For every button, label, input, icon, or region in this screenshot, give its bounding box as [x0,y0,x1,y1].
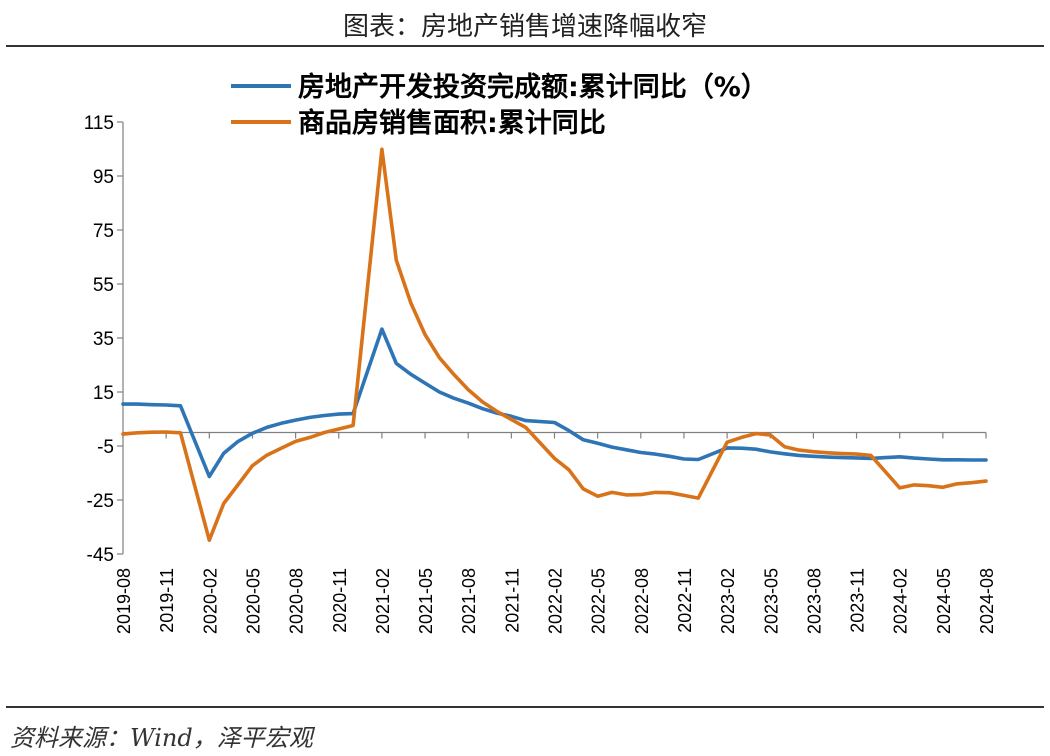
y-tick-label: 15 [93,383,114,404]
chart-title: 图表：房地产销售增速降幅收窄 [342,12,707,42]
x-tick-label: 2024-02 [891,568,911,634]
x-tick-label: 2021-02 [373,568,393,634]
x-tick-label: 2023-08 [804,568,824,634]
legend-label-1: 房地产开发投资完成额:累计同比（%） [298,71,768,103]
x-tick-label: 2023-02 [718,568,738,634]
x-tick-label: 2020-05 [243,568,263,634]
y-tick-label: 115 [84,113,114,134]
x-tick-label: 2020-11 [330,568,350,633]
x-tick-label: 2022-02 [546,568,566,634]
y-tick-label: 75 [93,221,114,242]
x-tick-label: 2019-08 [114,568,134,634]
y-tick-label: -45 [87,545,114,566]
x-tick-label: 2024-05 [934,568,954,634]
x-tick-label: 2020-08 [287,568,307,634]
legend-label-2: 商品房销售面积:累计同比 [298,107,606,139]
x-tick-label: 2021-08 [459,568,479,634]
chart-header: 图表：房地产销售增速降幅收窄 [0,0,1050,46]
y-tick-label: -25 [87,491,114,512]
source-note: 资料来源：Wind，泽平宏观 [10,724,313,752]
series-line-1 [121,327,988,479]
x-tick-label: 2022-05 [589,568,609,634]
x-tick-label: 2020-02 [200,568,220,634]
x-tick-label: 2022-08 [632,568,652,634]
top-rule [6,45,1044,47]
x-tick-label: 2021-05 [416,568,436,634]
x-tick-label: 2019-11 [157,568,177,633]
bottom-rule [6,706,1044,708]
x-tick-label: 2024-08 [977,568,997,634]
x-tick-label: 2022-11 [675,568,695,633]
y-tick-label: 55 [93,275,114,296]
x-tick-label: 2021-11 [502,568,522,633]
y-tick-label: 95 [93,167,114,188]
y-tick-label: -5 [97,437,114,458]
y-tick-label: 35 [93,329,114,350]
legend: 房地产开发投资完成额:累计同比（%） 商品房销售面积:累计同比 [231,71,768,139]
x-tick-label: 2023-11 [848,568,868,633]
x-tick-label: 2023-05 [761,568,781,634]
series-line-2 [121,147,988,543]
series-layer [121,147,988,543]
